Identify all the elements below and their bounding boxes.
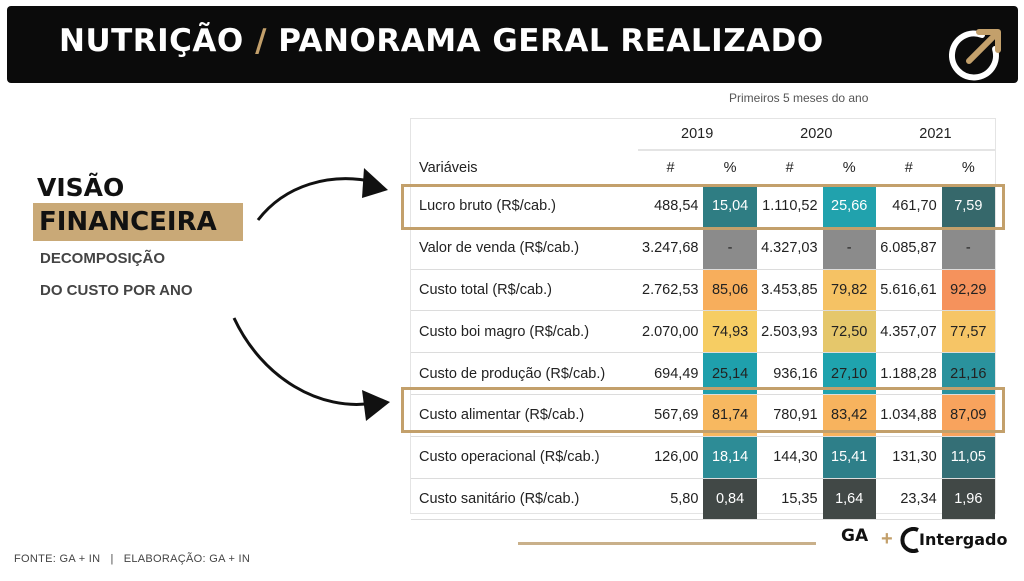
pct-cell: 25,66: [822, 185, 876, 228]
side-title-line2: FINANCEIRA: [39, 207, 217, 237]
pct-cell: 77,57: [941, 310, 995, 354]
pct-cell: 83,42: [822, 394, 876, 437]
row-label: Custo total (R$/cab.): [411, 269, 638, 312]
pct-cell: 7,59: [941, 185, 995, 228]
ga-logo: GA: [841, 526, 869, 546]
pct-header: %: [822, 150, 876, 186]
year-header: 2019: [637, 119, 757, 151]
table-row: Custo boi magro (R$/cab.) 2.070,00 74,93 2.…: [411, 310, 995, 354]
table-row: Lucro bruto (R$/cab.) 488,54 15,04 1.110,52…: [411, 185, 995, 228]
year-header: 2021: [875, 119, 995, 151]
value-cell: 15,35: [756, 478, 823, 521]
value-cell: 2.762,53: [637, 269, 704, 312]
pct-cell: 1,64: [822, 478, 876, 521]
value-cell: 1.110,52: [756, 185, 823, 228]
side-title-highlight: FINANCEIRA: [33, 203, 243, 241]
table-row: Custo operacional (R$/cab.) 126,00 18,14 14…: [411, 436, 995, 479]
column-header-row: Variáveis # % # % # %: [411, 150, 995, 186]
logo-plus: +: [881, 528, 893, 550]
title-part2: PANORAMA GERAL REALIZADO: [278, 23, 824, 59]
financial-table: 2019 2020 2021 Variáveis # % # % # % Luc…: [410, 118, 996, 521]
value-cell: 488,54: [637, 185, 704, 228]
table-row: Custo total (R$/cab.) 2.762,53 85,06 3.453,…: [411, 269, 995, 312]
arrowhead-bottom-icon: [362, 390, 390, 421]
pct-cell: 11,05: [941, 436, 995, 479]
value-cell: 2.070,00: [637, 310, 704, 354]
value-cell: 131,30: [875, 436, 942, 479]
pct-cell: 87,09: [941, 394, 995, 437]
num-header: #: [756, 150, 823, 186]
value-cell: 126,00: [637, 436, 704, 479]
title-part1: NUTRIÇÃO: [59, 23, 244, 59]
table-row: Valor de venda (R$/cab.) 3.247,68-4.327,0…: [411, 227, 995, 270]
side-subtitle-line1: DECOMPOSIÇÃO: [40, 250, 166, 267]
footer-source: FONTE: GA + IN | ELABORAÇÃO: GA + IN: [14, 553, 251, 565]
title-banner: NUTRIÇÃO / PANORAMA GERAL REALIZADO: [7, 6, 1018, 83]
title-slash: /: [255, 23, 267, 59]
pct-cell: 15,04: [703, 185, 757, 228]
row-label: Valor de venda (R$/cab.): [411, 227, 638, 270]
value-cell: 23,34: [875, 478, 942, 521]
value-cell: 144,30: [756, 436, 823, 479]
value-cell: 780,91: [756, 394, 823, 437]
pct-cell: -: [941, 227, 995, 270]
external-link-arrow-icon: [948, 29, 1001, 81]
row-label: Custo boi magro (R$/cab.): [411, 310, 638, 354]
value-cell: 4.327,03: [756, 227, 823, 270]
year-header: 2020: [756, 119, 876, 151]
value-cell: 1.034,88: [875, 394, 942, 437]
value-cell: 2.503,93: [756, 310, 823, 354]
year-header-row: 2019 2020 2021: [411, 119, 995, 151]
value-cell: 461,70: [875, 185, 942, 228]
arrowhead-top-icon: [362, 168, 388, 198]
value-cell: 3.247,68: [637, 227, 704, 270]
pct-cell: 85,06: [703, 269, 757, 312]
value-cell: 6.085,87: [875, 227, 942, 270]
value-cell: 5,80: [637, 478, 704, 521]
side-title-line1: VISÃO: [37, 173, 125, 202]
value-cell: 567,69: [637, 394, 704, 437]
intergado-logo: Intergado: [919, 530, 1008, 549]
pct-cell: 15,41: [822, 436, 876, 479]
page-title: NUTRIÇÃO / PANORAMA GERAL REALIZADO: [59, 23, 824, 59]
value-cell: 3.453,85: [756, 269, 823, 312]
highlight-custo-alimentar: [401, 387, 1005, 433]
row-label: Custo alimentar (R$/cab.): [411, 394, 638, 437]
pct-cell: 74,93: [703, 310, 757, 354]
row-label: Custo operacional (R$/cab.): [411, 436, 638, 479]
arrow-to-custo-alimentar: [232, 317, 375, 406]
row-label: Custo sanitário (R$/cab.): [411, 478, 638, 521]
value-cell: 5.616,61: [875, 269, 942, 312]
footer-divider: [518, 542, 816, 545]
highlight-lucro-bruto: [401, 184, 1005, 230]
empty-header-cell: [411, 119, 638, 150]
pct-cell: 18,14: [703, 436, 757, 479]
intergado-mark-icon: [900, 527, 919, 553]
pct-header: %: [703, 150, 757, 186]
variables-header: Variáveis: [411, 150, 638, 186]
pct-cell: 92,29: [941, 269, 995, 312]
pct-cell: 72,50: [822, 310, 876, 354]
side-subtitle-line2: DO CUSTO POR ANO: [40, 282, 193, 299]
pct-cell: 79,82: [822, 269, 876, 312]
table-row: Custo sanitário (R$/cab.) 5,80 0,84 15,35 1,…: [411, 478, 995, 521]
num-header: #: [875, 150, 942, 186]
pct-header: %: [941, 150, 995, 186]
value-cell: 4.357,07: [875, 310, 942, 354]
pct-cell: 1,96: [941, 478, 995, 521]
table-row: Custo alimentar (R$/cab.) 567,69 81,74 780,…: [411, 394, 995, 437]
pct-cell: 0,84: [703, 478, 757, 521]
row-label: Lucro bruto (R$/cab.): [411, 185, 638, 228]
num-header: #: [637, 150, 704, 186]
period-subtitle: Primeiros 5 meses do ano: [729, 91, 869, 105]
arrow-to-lucro-bruto: [256, 177, 376, 221]
pct-cell: -: [822, 227, 876, 270]
pct-cell: 81,74: [703, 394, 757, 437]
pct-cell: -: [703, 227, 757, 270]
